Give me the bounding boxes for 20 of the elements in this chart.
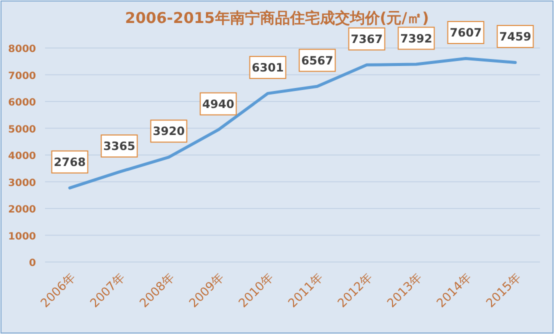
data-label: 4940 bbox=[202, 96, 234, 111]
data-label: 6567 bbox=[301, 53, 334, 68]
data-label: 6301 bbox=[252, 60, 284, 74]
data-label: 7392 bbox=[400, 31, 432, 46]
data-label: 7607 bbox=[450, 26, 482, 40]
y-tick-label: 0 bbox=[29, 258, 36, 269]
y-tick-label: 7000 bbox=[8, 70, 36, 82]
y-tick-label: 5000 bbox=[8, 124, 36, 136]
y-tick-label: 1000 bbox=[8, 231, 36, 242]
data-label: 3920 bbox=[152, 124, 185, 138]
data-label: 2768 bbox=[54, 154, 86, 169]
y-tick-label: 4000 bbox=[8, 151, 36, 162]
y-tick-label: 2000 bbox=[8, 204, 36, 216]
y-tick-label: 6000 bbox=[8, 98, 36, 108]
chart-title: 2006-2015年南宁商品住宅成交均价(元/㎡) bbox=[125, 9, 429, 27]
y-tick-label: 3000 bbox=[8, 178, 36, 189]
data-label: 7459 bbox=[499, 29, 532, 44]
data-label: 7367 bbox=[350, 32, 383, 46]
data-label: 3365 bbox=[103, 138, 136, 153]
y-tick-label: 8000 bbox=[8, 44, 36, 55]
